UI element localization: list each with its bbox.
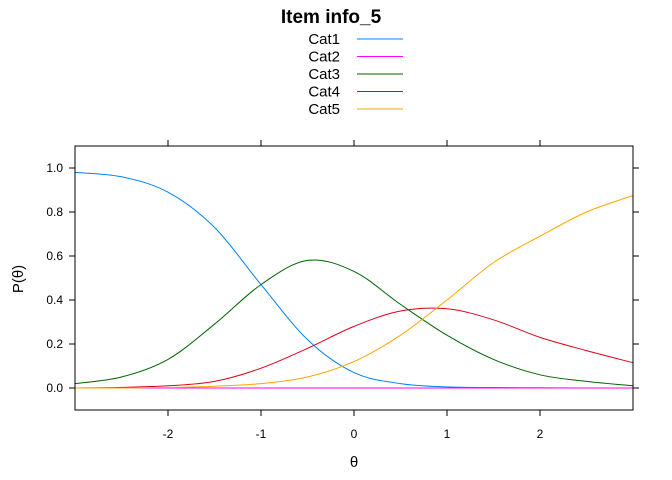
y-tick-label: 0.0 (46, 381, 63, 395)
x-tick-label: -2 (163, 427, 174, 441)
y-tick-label: 0.6 (46, 249, 63, 263)
y-tick-label: 0.4 (46, 293, 63, 307)
legend-label-cat3: Cat3 (308, 66, 340, 83)
tick-labels: -2 -1 0 1 2 0.0 0.2 0.4 0.6 0.8 1.0 (46, 161, 543, 441)
axis-ticks (69, 140, 639, 416)
series-line-cat5 (74, 195, 634, 389)
y-axis-label: P(θ) (10, 265, 27, 293)
legend-label-cat1: Cat1 (308, 31, 340, 48)
x-axis-label: θ (350, 454, 358, 471)
series-line-cat3 (74, 259, 634, 387)
chart-title: Item info_5 (281, 7, 382, 28)
x-tick-label: 2 (537, 427, 544, 441)
series-line-cat4 (74, 307, 634, 389)
y-tick-label: 0.2 (46, 337, 63, 351)
plot-frame (74, 145, 634, 411)
legend-label-cat5: Cat5 (308, 101, 340, 118)
series-line-cat1 (74, 171, 634, 389)
x-tick-label: -1 (256, 427, 267, 441)
y-tick-label: 0.8 (46, 205, 63, 219)
series-lines (74, 171, 634, 389)
legend-label-cat4: Cat4 (308, 84, 340, 101)
y-tick-label: 1.0 (46, 161, 63, 175)
x-tick-label: 1 (444, 427, 451, 441)
legend-label-cat2: Cat2 (308, 49, 340, 66)
x-tick-label: 0 (351, 427, 358, 441)
